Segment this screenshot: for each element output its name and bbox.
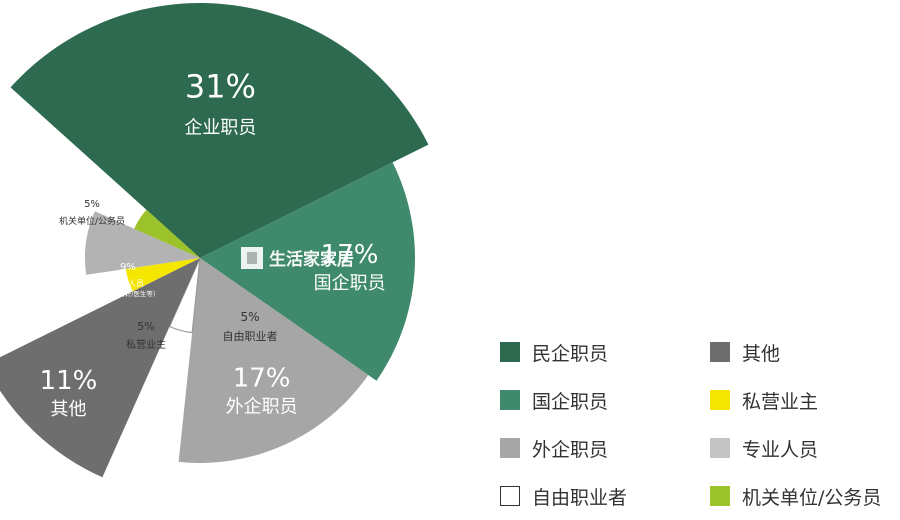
slice-percent: 5% [240, 310, 259, 324]
slice-name: 国企职员 [314, 273, 386, 294]
slices-layer [0, 3, 429, 478]
slice-label-4: 5% 自由职业者 [223, 310, 278, 343]
pie-slice-1 [10, 3, 429, 258]
slice-percent: 31% [185, 67, 256, 105]
legend-item-foreign-employee: 外企职员 [500, 435, 710, 462]
legend-label: 其他 [742, 342, 781, 365]
legend-item-state-employee: 国企职员 [500, 387, 710, 414]
legend-item-professional: 专业人员 [710, 435, 890, 462]
slice-name: 企业职员 [184, 117, 256, 138]
slice-label-2: 17% 国企职员 [314, 240, 386, 294]
legend-swatch [710, 390, 730, 410]
legend-swatch [710, 438, 730, 458]
legend-swatch [500, 486, 520, 506]
legend-item-civil-servant: 机关单位/公务员 [710, 483, 890, 510]
legend-item-business-owner: 私营业主 [710, 387, 890, 414]
slice-label-1: 31% 企业职员 [184, 67, 256, 138]
legend-swatch [500, 390, 520, 410]
legend-label: 私营业主 [742, 390, 819, 413]
pie-slice-3 [178, 258, 369, 464]
slice-name: 专业人员 [112, 278, 144, 288]
legend-row: 自由职业者 机关单位/公务员 [500, 472, 890, 520]
slice-percent: 9% [120, 262, 136, 273]
legend-swatch [500, 438, 520, 458]
slice-label-5: 11% 其他 [40, 366, 98, 420]
legend-row: 民企职员 其他 [500, 328, 890, 376]
labels-layer: 31% 企业职员 17% 国企职员 17% 外企职员 5% 自由职业者 11% 其他 5% 私营业主 9… [40, 67, 386, 420]
legend-label: 机关单位/公务员 [742, 486, 882, 509]
slice-percent: 17% [233, 364, 291, 394]
legend-row: 外企职员 专业人员 [500, 424, 890, 472]
slice-percent: 5% [137, 320, 154, 333]
slice-percent: 11% [40, 366, 98, 396]
legend-row: 国企职员 私营业主 [500, 376, 890, 424]
legend-label: 外企职员 [532, 438, 609, 461]
watermark: 生活家家居 [241, 245, 354, 270]
slice-name: 外企职员 [226, 397, 298, 418]
slice-name: 机关单位/公务员 [59, 215, 125, 227]
pie-slice-6 [125, 258, 200, 292]
slice-name: 自由职业者 [223, 329, 278, 343]
legend-item-freelancer: 自由职业者 [500, 483, 710, 510]
slice-sublabel: （律师/会计/医生等） [97, 289, 160, 298]
pie-slice-5 [0, 258, 200, 478]
legend-swatch [500, 342, 520, 362]
legend: 民企职员 其他 国企职员 私营业主 外企职员 专业人员 自由职业者 [500, 328, 890, 520]
legend-item-other: 其他 [710, 339, 890, 366]
watermark-logo-icon [241, 246, 263, 269]
legend-label: 国企职员 [532, 390, 609, 413]
watermark-text: 生活家家居 [269, 250, 354, 270]
legend-item-private-employee: 民企职员 [500, 339, 710, 366]
legend-label: 专业人员 [742, 438, 819, 461]
slice-label-6: 5% 私营业主 [126, 320, 166, 351]
pie-slice-8 [134, 209, 200, 258]
pie-slice-7 [84, 211, 200, 275]
slice-label-7: 9% 专业人员（律师/会计/医生等） [97, 262, 160, 298]
legend-swatch [710, 342, 730, 362]
slice-label-8: 5% 机关单位/公务员 [59, 199, 125, 227]
legend-label: 自由职业者 [532, 486, 628, 509]
legend-label: 民企职员 [532, 342, 609, 365]
slice-percent: 5% [84, 199, 100, 210]
slice-percent: 17% [321, 240, 379, 270]
slice-name: 私营业主 [126, 338, 166, 351]
pie-slice-2 [200, 162, 415, 381]
legend-swatch [710, 486, 730, 506]
slice-name: 其他 [51, 399, 87, 420]
slice-label-3: 17% 外企职员 [226, 364, 298, 418]
